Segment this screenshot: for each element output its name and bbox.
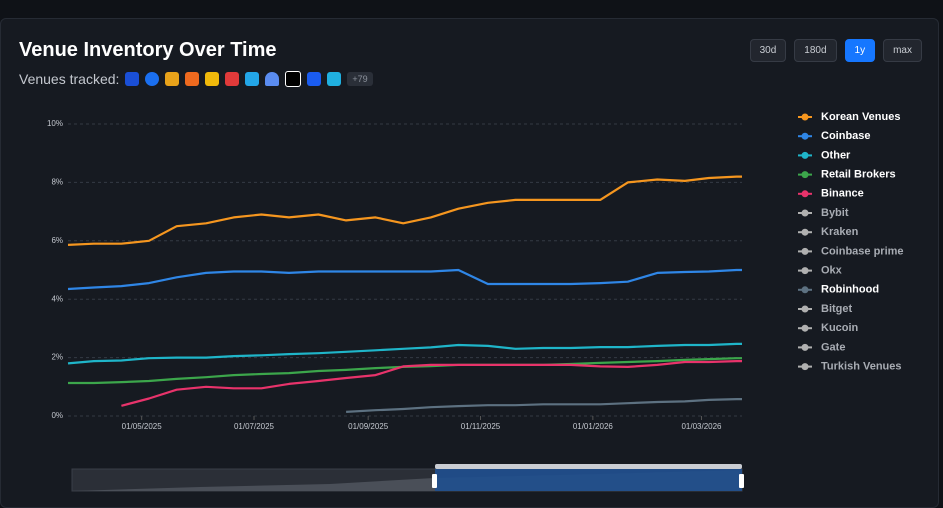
legend-label[interactable]: Korean Venues xyxy=(821,111,900,123)
series-line xyxy=(67,268,742,291)
y-tick-label: 8% xyxy=(51,178,63,187)
legend-dot xyxy=(801,286,809,294)
icon xyxy=(265,72,280,86)
icon xyxy=(125,72,140,86)
range-button[interactable]: max xyxy=(883,39,922,62)
navigator-handle[interactable] xyxy=(432,474,437,488)
x-tick-label: 01/09/2025 xyxy=(348,422,389,431)
y-tick-label: 4% xyxy=(51,294,63,303)
legend-label[interactable]: Robinhood xyxy=(821,284,879,296)
series-line xyxy=(346,398,742,413)
legend-label[interactable]: Other xyxy=(821,149,851,161)
legend-dot xyxy=(801,267,809,275)
series-line xyxy=(121,360,742,407)
legend-dot xyxy=(801,324,809,332)
legend-label[interactable]: Bitget xyxy=(821,303,853,315)
venues-label: Venues tracked: xyxy=(19,71,120,87)
y-tick-label: 6% xyxy=(51,236,63,245)
series-line xyxy=(67,342,742,365)
venues-tracked: Venues tracked: +79 xyxy=(19,71,373,87)
legend-dot xyxy=(801,363,809,371)
legend-dot xyxy=(801,151,809,159)
legend-label[interactable]: Coinbase xyxy=(821,130,871,142)
legend-dot xyxy=(801,228,809,236)
legend-dot xyxy=(801,171,809,179)
card: Venue Inventory Over Time Venues tracked… xyxy=(0,18,939,508)
legend-dot xyxy=(801,305,809,313)
legend-label[interactable]: Kucoin xyxy=(821,322,859,334)
series-line xyxy=(67,175,742,246)
legend-dot xyxy=(801,190,809,198)
icon xyxy=(245,72,260,86)
navigator-selection xyxy=(435,469,742,491)
x-tick-label: 01/01/2026 xyxy=(573,422,614,431)
y-tick-label: 2% xyxy=(51,353,63,362)
more-count: +79 xyxy=(347,72,373,86)
icon xyxy=(185,72,200,86)
icon xyxy=(285,71,302,87)
icon xyxy=(307,72,322,86)
legend-dot xyxy=(801,209,809,217)
legend-label[interactable]: Turkish Venues xyxy=(821,361,902,373)
range-button[interactable]: 30d xyxy=(749,39,787,62)
legend-label[interactable]: Bybit xyxy=(821,207,849,219)
legend-dot xyxy=(801,247,809,255)
legend-label[interactable]: Binance xyxy=(821,188,864,200)
legend-dot xyxy=(801,132,809,140)
legend-label[interactable]: Retail Brokers xyxy=(821,169,896,181)
series-line xyxy=(68,357,742,385)
icon xyxy=(145,72,160,86)
y-tick-label: 10% xyxy=(47,119,63,128)
navigator-bar xyxy=(435,464,742,469)
icon xyxy=(225,72,240,86)
legend-dot xyxy=(801,113,809,121)
x-tick-label: 01/11/2025 xyxy=(461,422,501,431)
x-tick-label: 01/07/2025 xyxy=(234,422,275,431)
range-button[interactable]: 1y xyxy=(844,39,876,62)
chart-title: Venue Inventory Over Time xyxy=(19,39,277,61)
legend-label[interactable]: Gate xyxy=(821,341,845,353)
icon xyxy=(327,72,342,86)
icon xyxy=(165,72,180,86)
y-tick-label: 0% xyxy=(51,411,63,420)
legend-label[interactable]: Okx xyxy=(821,265,843,277)
x-tick-label: 01/05/2025 xyxy=(122,422,163,431)
x-tick-label: 01/03/2026 xyxy=(681,422,722,431)
range-button[interactable]: 180d xyxy=(794,39,837,62)
icon xyxy=(205,72,220,86)
legend-label[interactable]: Coinbase prime xyxy=(821,245,904,257)
legend-dot xyxy=(801,343,809,351)
legend-label[interactable]: Kraken xyxy=(821,226,859,238)
navigator-handle[interactable] xyxy=(739,474,744,488)
range-buttons: 30d 180d 1y max xyxy=(749,39,922,62)
